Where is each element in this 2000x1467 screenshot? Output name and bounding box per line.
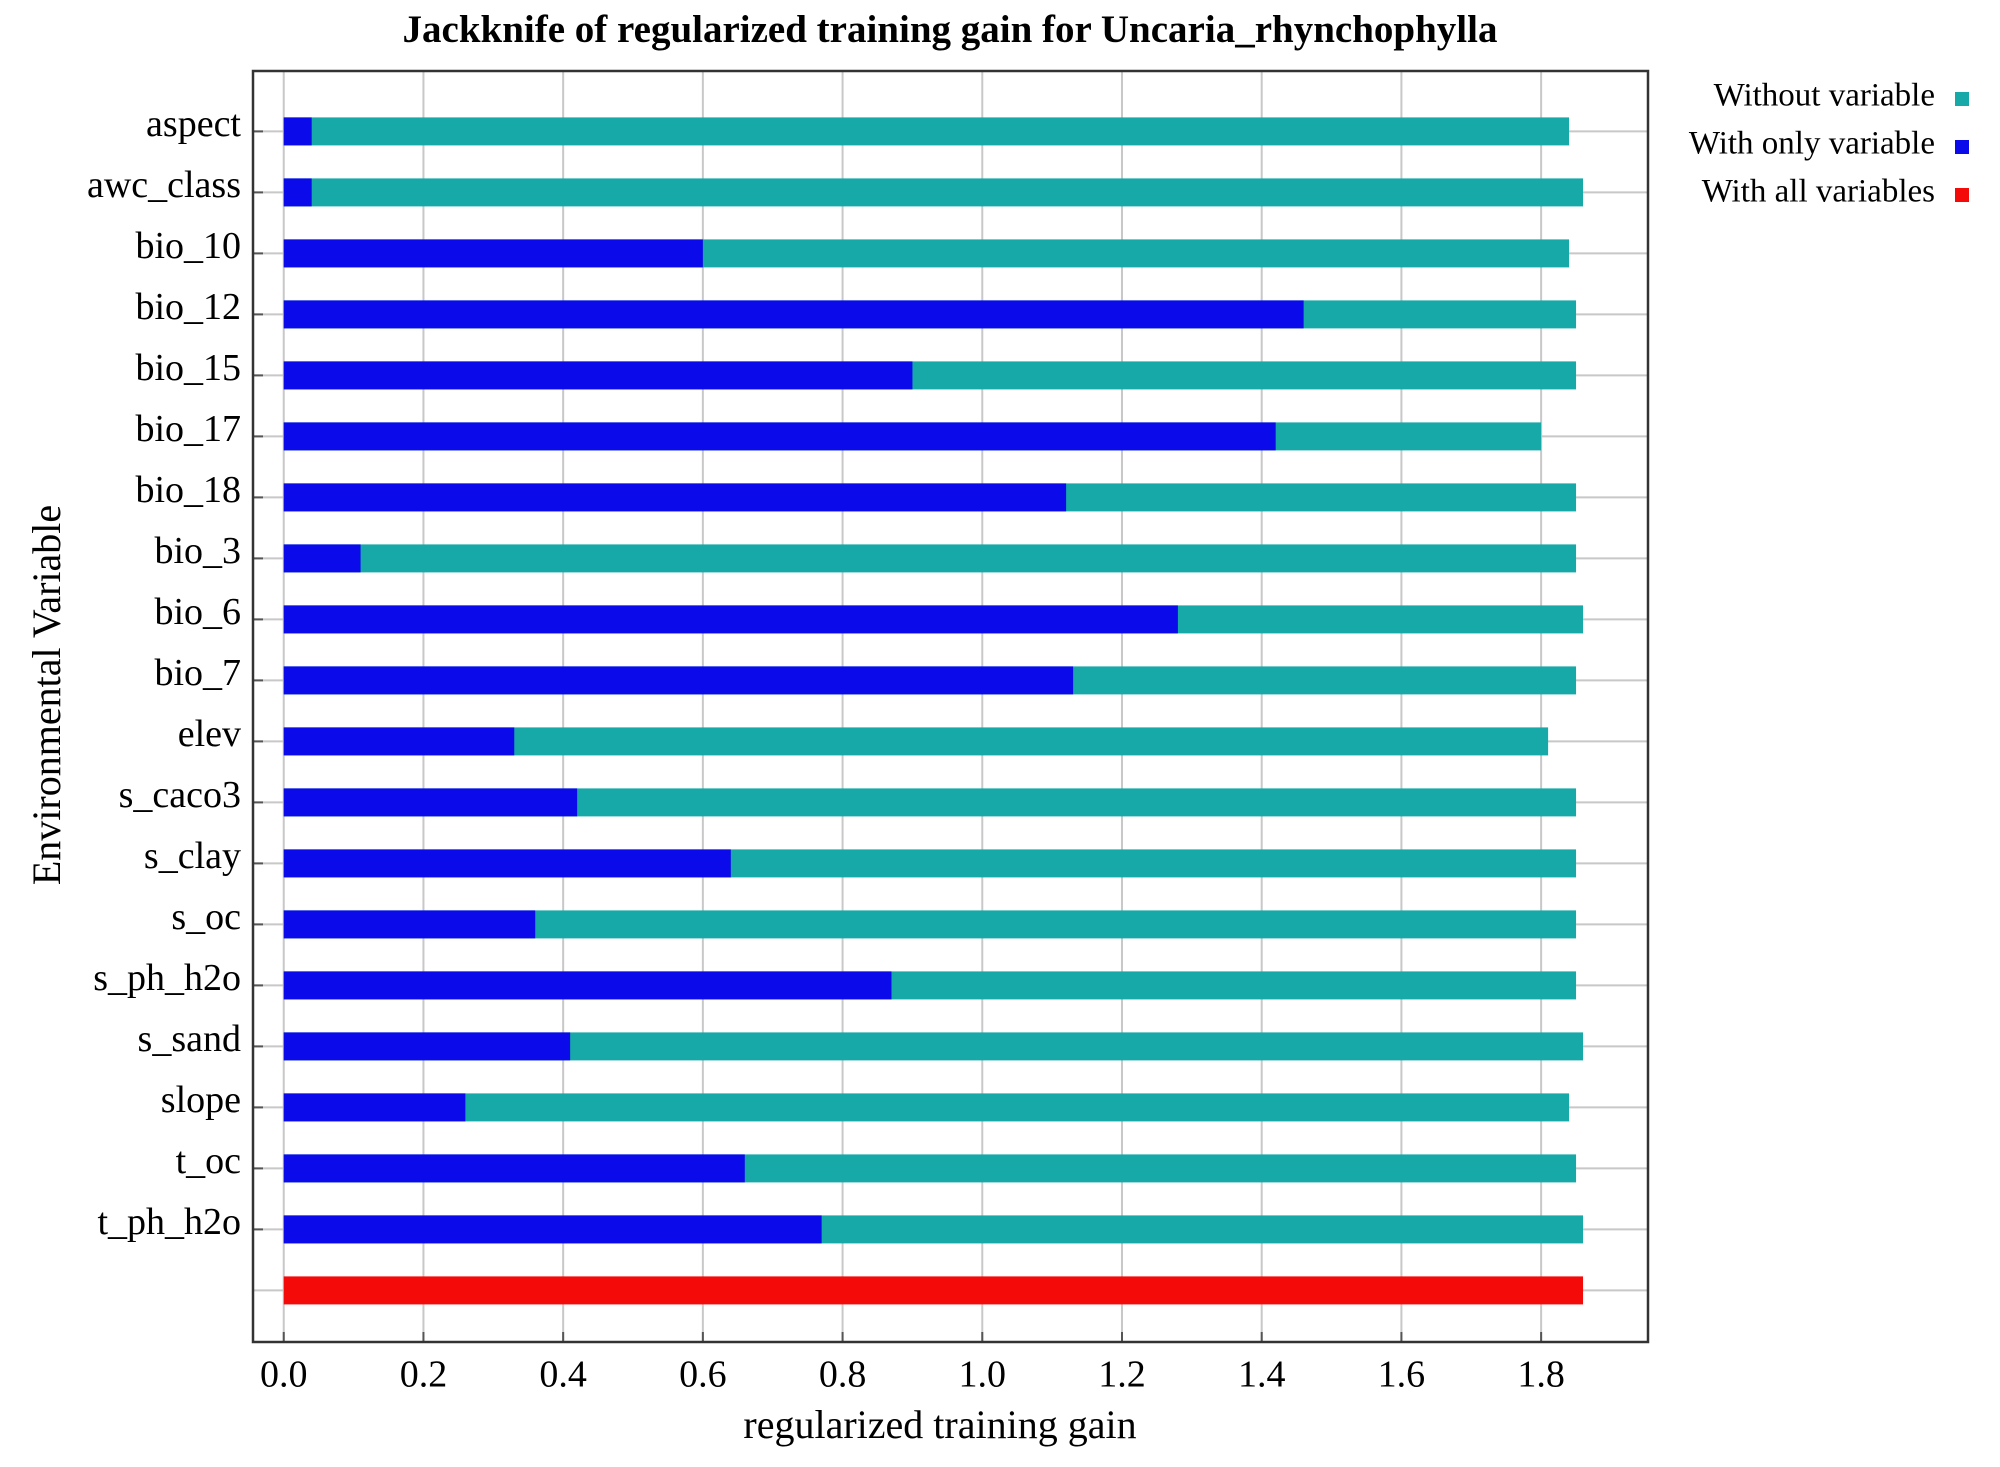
bar [283,788,578,817]
bar [283,1215,822,1244]
bar [283,422,1276,451]
bar [283,1276,1584,1305]
bar [283,1093,1570,1122]
bar [283,239,703,268]
bar [283,727,515,756]
x-tick-label: 1.6 [1378,1354,1426,1396]
y-axis-label: Environmental Variable [24,505,69,885]
y-tick-label: slope [161,1079,241,1121]
y-tick-label: bio_15 [135,347,241,389]
y-tick-label: bio_12 [135,286,241,328]
bar [283,605,1178,634]
x-tick-label: 0.8 [819,1354,867,1396]
x-tick-label: 0.0 [260,1354,308,1396]
x-tick-label: 1.2 [1098,1354,1146,1396]
y-tick-label: s_oc [171,896,241,938]
legend-label: Without variable [1714,78,1935,114]
y-tick-label: t_ph_h2o [97,1201,241,1243]
x-tick-label: 0.4 [539,1354,587,1396]
x-tick-label: 1.0 [959,1354,1007,1396]
bar [283,117,1570,146]
y-tick-label: elev [178,713,241,755]
plot-frame [251,69,1650,1344]
y-tick-label: awc_class [87,164,241,206]
y-tick-label: bio_6 [154,591,241,633]
legend-swatch [1955,188,1969,202]
bar [283,1154,745,1183]
bar [283,178,312,207]
bar [283,1093,466,1122]
bar [283,666,1074,695]
legend-swatch [1955,140,1969,154]
bar [283,910,536,939]
y-tick-label: bio_17 [135,408,241,450]
x-tick-label: 1.8 [1517,1354,1565,1396]
y-tick-label: bio_10 [135,225,241,267]
bar [283,300,1304,329]
x-tick-label: 0.2 [400,1354,448,1396]
bar [283,971,892,1000]
bar [283,1032,571,1061]
x-axis-label: regularized training gain [743,1402,1136,1447]
x-tick-label: 1.4 [1238,1354,1286,1396]
legend-swatch [1955,92,1969,106]
chart-title: Jackknife of regularized training gain f… [403,8,1498,51]
bar [283,544,361,573]
bar [283,178,1584,207]
y-tick-label: s_ph_h2o [93,957,241,999]
bar [283,544,1577,573]
legend-label: With all variables [1702,174,1935,210]
y-tick-label: t_oc [176,1140,241,1182]
y-tick-label: s_clay [144,835,241,877]
bar [283,117,312,146]
bar [283,361,913,390]
y-tick-label: aspect [146,103,241,145]
bar [283,849,731,878]
y-tick-label: bio_3 [154,530,241,572]
bar [283,483,1067,512]
legend-label: With only variable [1689,126,1935,162]
y-tick-label: bio_18 [135,469,241,511]
y-tick-label: s_caco3 [119,774,241,816]
y-tick-label: s_sand [138,1018,241,1060]
y-tick-label: bio_7 [154,652,241,694]
x-tick-label: 0.6 [679,1354,727,1396]
